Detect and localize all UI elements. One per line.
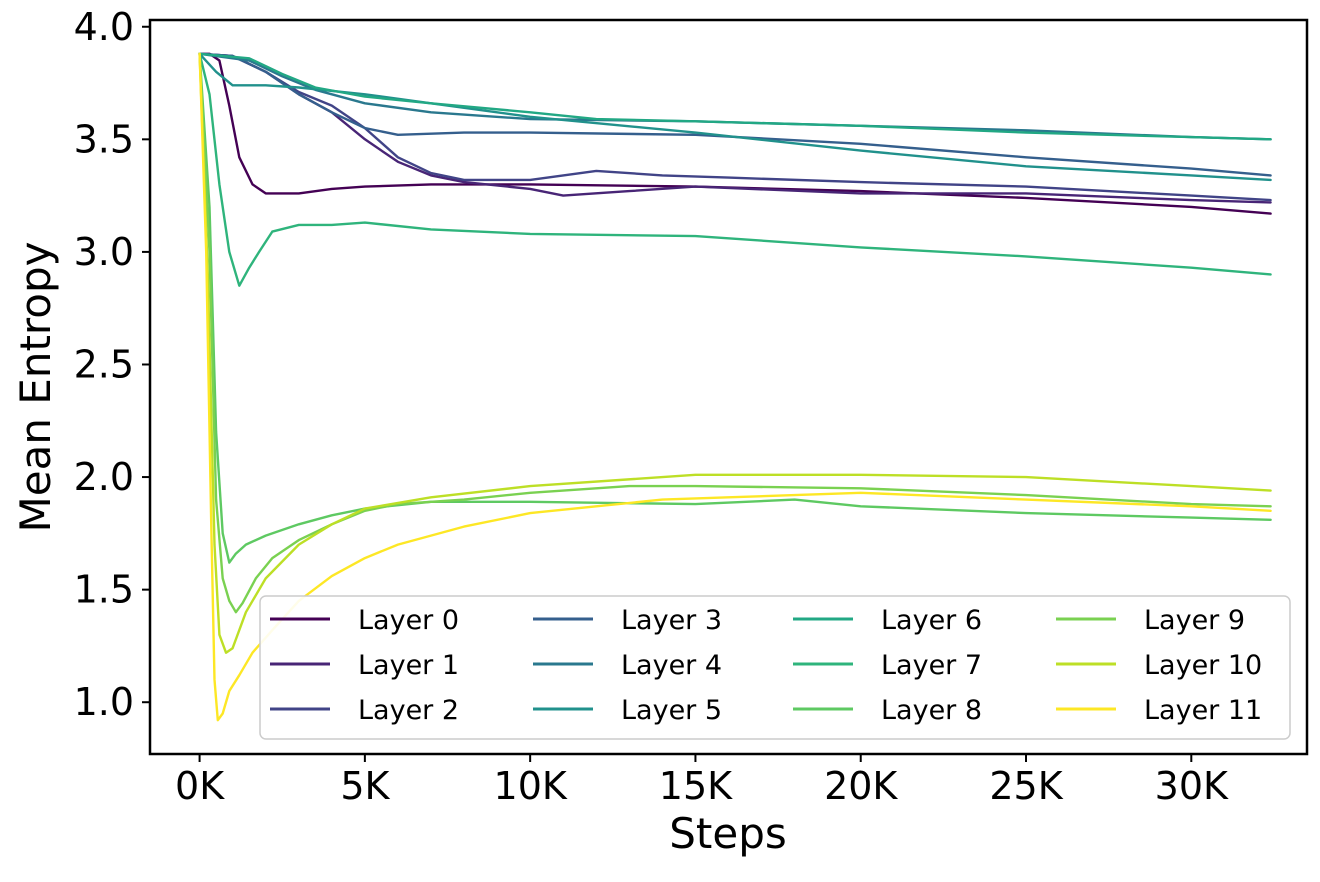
legend-label-layer-2: Layer 2 — [358, 695, 459, 726]
series-line-layer-4 — [198, 52, 1272, 141]
y-tick-label: 1.0 — [74, 680, 134, 724]
y-tick-label: 1.5 — [74, 568, 134, 612]
legend-label-layer-4: Layer 4 — [621, 650, 722, 681]
series-line-layer-3 — [198, 52, 1272, 177]
legend-label-layer-6: Layer 6 — [881, 605, 982, 636]
ticks-layer: 0K 5K 10K 15K 20K 25K 30K 1.0 1.5 2.0 2.5 3.0 3.5 4.0 — [74, 5, 1229, 808]
y-tick-label: 3.5 — [74, 117, 134, 161]
legend-label-layer-8: Layer 8 — [881, 695, 982, 726]
x-tick-label: 10K — [494, 764, 568, 808]
legend-label-layer-5: Layer 5 — [621, 695, 722, 726]
series-line-layer-7 — [198, 52, 1272, 287]
x-tick-label: 15K — [659, 764, 733, 808]
series-line-layer-6 — [198, 52, 1272, 141]
legend-label-layer-11: Layer 11 — [1144, 695, 1262, 726]
x-tick-label: 0K — [175, 764, 225, 808]
x-tick-label: 25K — [989, 764, 1063, 808]
series-line-layer-2 — [198, 52, 1272, 202]
y-tick-label: 3.0 — [74, 230, 134, 274]
y-tick-label: 2.5 — [74, 342, 134, 386]
series-line-layer-11 — [198, 52, 1272, 722]
legend-entries: Layer 0 Layer 1 Layer 2 Layer 3 Layer 4 Layer… — [270, 605, 1262, 726]
x-tick-label: 20K — [824, 764, 898, 808]
legend-label-layer-7: Layer 7 — [881, 650, 982, 681]
x-tick-label: 30K — [1155, 764, 1229, 808]
series-line-layer-8 — [198, 52, 1272, 564]
legend-label-layer-10: Layer 10 — [1144, 650, 1262, 681]
legend-label-layer-3: Layer 3 — [621, 605, 722, 636]
x-axis-label: Steps — [669, 809, 787, 858]
series-line-layer-10 — [198, 52, 1272, 654]
plot-frame — [148, 18, 1309, 756]
y-tick-label: 4.0 — [74, 5, 134, 49]
x-tick-label: 5K — [340, 764, 390, 808]
legend-box — [259, 595, 1291, 740]
legend-label-layer-9: Layer 9 — [1144, 605, 1245, 636]
legend: Layer 0 Layer 1 Layer 2 Layer 3 Layer 4 Layer… — [259, 595, 1291, 740]
series-layer — [198, 52, 1272, 722]
legend-label-layer-1: Layer 1 — [358, 650, 459, 681]
y-axis-label: Mean Entropy — [11, 242, 60, 533]
legend-label-layer-0: Layer 0 — [358, 605, 459, 636]
y-tick-label: 2.0 — [74, 455, 134, 499]
